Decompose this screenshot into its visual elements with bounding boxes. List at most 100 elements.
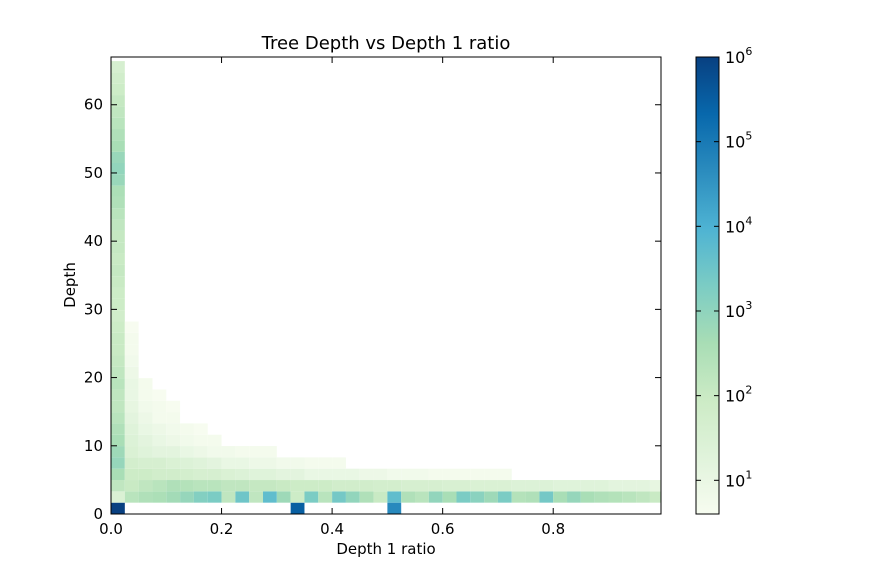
- heatmap-cell: [138, 457, 153, 469]
- heatmap-cell: [207, 434, 222, 447]
- heatmap-cell: [124, 366, 139, 379]
- heatmap-cell: [525, 480, 540, 492]
- heatmap-cell: [345, 480, 360, 492]
- heatmap-cell: [304, 480, 319, 492]
- heatmap-cell: [111, 457, 125, 469]
- heatmap-cell: [428, 468, 443, 481]
- colorbar: [695, 56, 720, 515]
- heatmap-cell: [111, 491, 125, 503]
- heatmap-cell: [111, 196, 125, 209]
- heatmap-cell: [124, 378, 139, 390]
- heatmap-cell: [111, 264, 125, 277]
- heatmap-cell: [497, 491, 512, 503]
- heatmap-cell: [401, 480, 416, 492]
- heatmap-cell: [207, 468, 222, 481]
- heatmap-cell: [442, 468, 457, 481]
- heatmap-cell: [497, 480, 512, 492]
- heatmap-cell: [276, 468, 291, 481]
- heatmap-cell: [221, 491, 236, 503]
- heatmap-cell: [124, 491, 139, 503]
- heatmap-cell: [193, 446, 208, 458]
- heatmap-cell: [497, 468, 512, 481]
- heatmap-cell: [580, 480, 595, 492]
- heatmap-cell: [345, 491, 360, 503]
- heatmap-cell: [138, 480, 153, 492]
- heatmap-cell: [124, 389, 139, 401]
- heatmap-cell: [525, 491, 540, 503]
- heatmap-cell: [608, 480, 623, 492]
- heatmap-cell: [111, 344, 125, 356]
- heatmap-cell: [111, 83, 125, 96]
- heatmap-cell: [276, 491, 291, 503]
- heatmap-cell: [235, 457, 250, 469]
- heatmap-cell: [180, 468, 194, 481]
- heatmap-cell: [111, 276, 125, 288]
- chart-title: Tree Depth vs Depth 1 ratio: [261, 33, 511, 54]
- heatmap-cell: [263, 468, 277, 481]
- heatmap-cell: [207, 491, 222, 503]
- heatmap-cell: [649, 491, 661, 503]
- heatmap-cell: [235, 491, 250, 503]
- heatmap-cell: [111, 321, 125, 333]
- heatmap-cell: [235, 446, 250, 458]
- heatmap-cell: [456, 468, 471, 481]
- heatmap-cell: [111, 446, 125, 458]
- y-tick-label: 10: [84, 437, 103, 455]
- heatmap-cell: [249, 457, 264, 469]
- heatmap-cell: [290, 502, 305, 514]
- heatmap-cell: [221, 480, 236, 492]
- heatmap-cell: [235, 468, 250, 481]
- heatmap-cell: [249, 491, 264, 503]
- heatmap-cell: [193, 423, 208, 435]
- heatmap-cell: [124, 412, 139, 424]
- heatmap-cell: [111, 61, 125, 73]
- heatmap-cell: [152, 491, 167, 503]
- heatmap-cell: [111, 162, 125, 175]
- heatmap-cell: [124, 400, 139, 413]
- heatmap-cell: [332, 491, 346, 503]
- heatmap-cell: [221, 457, 236, 469]
- heatmap-cell: [152, 400, 167, 413]
- heatmap-cell: [318, 457, 333, 469]
- colorbar-tick-label: 101: [725, 468, 752, 490]
- heatmap-cell: [111, 502, 125, 514]
- heatmap-cell: [124, 446, 139, 458]
- y-tick-label: 20: [84, 369, 103, 387]
- y-axis-ticks: 0 10 20 30 40 50 60: [84, 96, 661, 523]
- heatmap-cell: [111, 468, 125, 481]
- heatmap-cell: [111, 117, 125, 130]
- heatmap-cell: [415, 468, 429, 481]
- heatmap-cell: [138, 446, 153, 458]
- heatmap-cell: [166, 400, 181, 413]
- heatmap-cell: [166, 446, 181, 458]
- heatmap-cell: [622, 480, 637, 492]
- colorbar-tick-label: 105: [725, 130, 752, 152]
- heatmap-cell: [387, 502, 402, 514]
- heatmap-cell: [166, 423, 181, 435]
- heatmap-cell: [124, 332, 139, 345]
- heatmap-cell: [152, 412, 167, 424]
- heatmap-cell: [594, 491, 609, 503]
- heatmap-cell: [401, 468, 416, 481]
- heatmap-cell: [111, 129, 125, 141]
- heatmap-cell: [166, 480, 181, 492]
- heatmap-cell: [553, 491, 568, 503]
- heatmap-cell: [428, 480, 443, 492]
- heatmap-cell: [539, 480, 554, 492]
- heatmap-cell: [290, 480, 305, 492]
- heatmap-cell: [387, 491, 402, 503]
- y-tick-label: 30: [84, 300, 103, 318]
- heatmap-cell: [111, 412, 125, 424]
- heatmap-cell: [180, 457, 194, 469]
- heatmap-cell: [470, 480, 485, 492]
- heatmap-cell: [318, 468, 333, 481]
- heatmap-cell: [152, 423, 167, 435]
- heatmap-cell: [111, 332, 125, 345]
- heatmap-cell: [111, 230, 125, 243]
- heatmap-cell: [166, 491, 181, 503]
- heatmap-cell: [138, 412, 153, 424]
- heatmap-cell: [193, 491, 208, 503]
- heatmap-cell: [580, 491, 595, 503]
- heatmap-cell: [221, 468, 236, 481]
- heatmap-cell: [387, 468, 402, 481]
